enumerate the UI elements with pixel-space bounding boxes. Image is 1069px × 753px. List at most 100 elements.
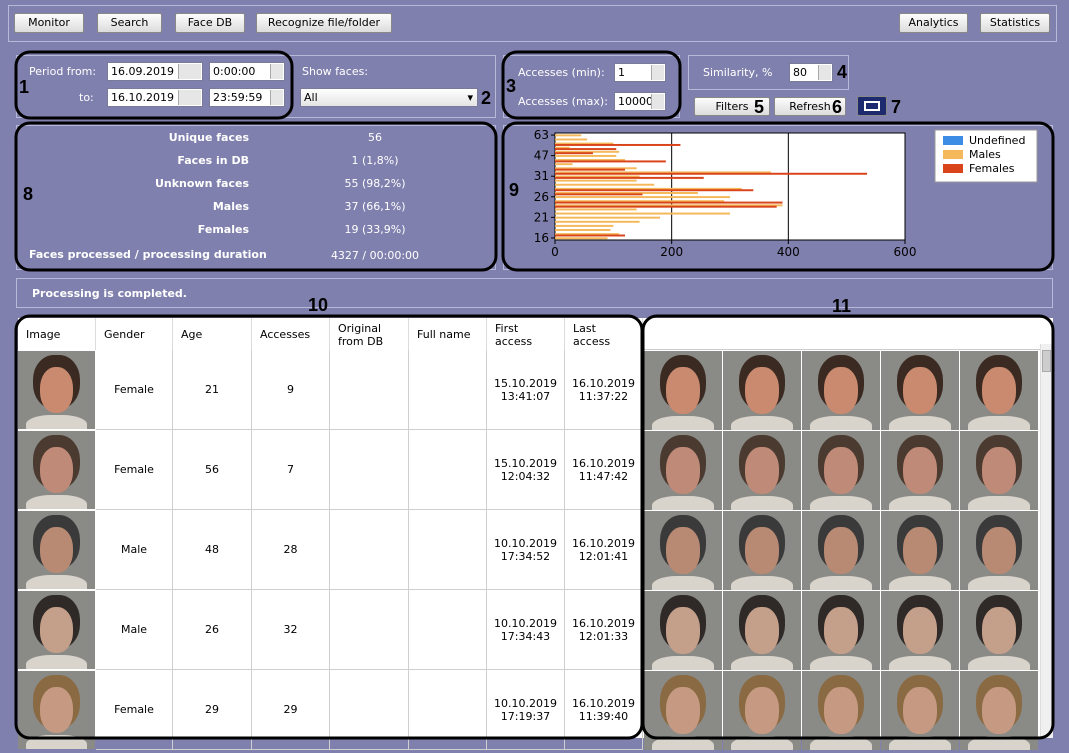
stat-label: Faces in DB <box>177 154 249 167</box>
filters-button[interactable]: Filters <box>694 97 770 116</box>
gallery-thumbnail <box>881 351 959 430</box>
gallery-thumbnail <box>881 511 959 590</box>
status-panel <box>16 278 1053 308</box>
face-skin <box>981 366 1017 415</box>
y-tick-label: 16 <box>534 231 549 245</box>
time-to-input[interactable]: 23:59:59 <box>209 88 285 107</box>
table-cell <box>409 510 487 590</box>
analytics-button[interactable]: Analytics <box>899 13 968 33</box>
access-clock: 11:47:42 <box>578 469 629 483</box>
face-skin <box>665 526 701 575</box>
access-date: 16.10.2019 <box>572 456 635 470</box>
access-time: 16.10.2019 11:39:40 <box>572 697 635 723</box>
face-skin <box>902 686 938 735</box>
stat-value: 37 (66,1%) <box>344 200 406 213</box>
stat-value: 55 (98,2%) <box>344 177 406 190</box>
column-header: Gender <box>96 318 173 350</box>
face-body <box>651 655 715 670</box>
show-faces-select[interactable]: All ▾ <box>300 88 478 107</box>
bar <box>555 143 681 146</box>
bar <box>555 163 573 166</box>
table-cell: Female <box>96 350 173 430</box>
monitor-button[interactable]: Monitor <box>14 13 84 33</box>
time-from: 0:00:00 <box>213 65 256 78</box>
gallery-thumbnail <box>723 511 801 590</box>
gallery-thumbnail <box>723 671 801 750</box>
face-db-button[interactable]: Face DB <box>175 13 245 33</box>
recognize-button[interactable]: Recognize file/folder <box>256 13 392 33</box>
access-date: 16.10.2019 <box>572 536 635 550</box>
table-cell <box>409 670 487 750</box>
access-clock: 13:41:07 <box>500 389 551 403</box>
x-tick-label: 0 <box>551 245 559 259</box>
access-clock: 17:34:43 <box>500 629 551 643</box>
access-clock: 12:01:33 <box>578 629 629 643</box>
face-thumbnail <box>18 591 95 669</box>
face-body <box>809 495 873 510</box>
gallery-thumbnail <box>881 671 959 750</box>
bar <box>555 160 666 163</box>
search-button[interactable]: Search <box>97 13 162 33</box>
face-thumbnail <box>18 431 95 509</box>
face-body <box>651 735 715 750</box>
face-skin <box>39 366 74 414</box>
table-cell: Female <box>96 430 173 510</box>
gallery-header <box>643 318 1040 350</box>
print-button[interactable] <box>857 96 887 116</box>
bar <box>555 148 617 151</box>
table-cell <box>330 350 409 430</box>
time-from-input[interactable]: 0:00:00 <box>209 62 285 81</box>
bar <box>555 196 730 199</box>
gallery-thumbnail <box>960 431 1038 510</box>
face-skin <box>823 446 859 495</box>
gallery-thumbnail <box>723 591 801 670</box>
processed-label: Faces processed / processing duration <box>29 248 267 261</box>
date-from-input[interactable]: 16.09.2019 <box>107 62 203 81</box>
date-from: 16.09.2019 <box>111 65 174 78</box>
bar <box>555 138 588 141</box>
accesses-min-input[interactable]: 1 <box>614 63 666 82</box>
refresh-button[interactable]: Refresh <box>774 97 846 116</box>
y-tick-label: 63 <box>534 128 549 142</box>
period-to-label: to: <box>79 91 94 104</box>
similarity-input[interactable]: 80 <box>789 63 833 82</box>
access-date: 16.10.2019 <box>572 616 635 630</box>
accesses-max-label: Accesses (max): <box>518 95 608 108</box>
legend-swatch <box>943 164 963 173</box>
accesses-max: 10000 <box>618 95 653 108</box>
face-body <box>967 495 1031 510</box>
access-date: 10.10.2019 <box>494 616 557 630</box>
table-cell <box>409 350 487 430</box>
bar <box>555 172 868 175</box>
face-body <box>730 415 794 430</box>
time-to: 23:59:59 <box>213 91 263 104</box>
date-to-input[interactable]: 16.10.2019 <box>107 88 203 107</box>
gallery-thumbnail <box>723 431 801 510</box>
accesses-max-input[interactable]: 10000 <box>614 92 666 111</box>
legend-swatch <box>943 136 963 145</box>
face-body <box>651 415 715 430</box>
gallery-thumbnail <box>644 351 722 430</box>
face-thumbnail <box>18 511 95 589</box>
face-skin <box>902 366 938 415</box>
table-cell: 56 <box>173 430 252 510</box>
face-thumbnail <box>18 351 95 429</box>
bar <box>555 234 625 237</box>
statistics-button[interactable]: Statistics <box>980 13 1050 33</box>
bar <box>555 201 783 204</box>
accesses-min: 1 <box>618 66 625 79</box>
column-header: Last access <box>565 318 643 350</box>
gallery-thumbnail <box>881 591 959 670</box>
y-tick-label: 21 <box>534 210 549 224</box>
status-text: Processing is completed. <box>32 287 187 300</box>
bar <box>555 220 640 223</box>
show-faces-label: Show faces: <box>302 65 369 78</box>
bar <box>555 179 637 182</box>
face-body <box>888 735 952 750</box>
face-body <box>25 654 88 669</box>
face-body <box>888 575 952 590</box>
face-skin <box>981 686 1017 735</box>
face-body <box>730 655 794 670</box>
table-cell <box>330 670 409 750</box>
